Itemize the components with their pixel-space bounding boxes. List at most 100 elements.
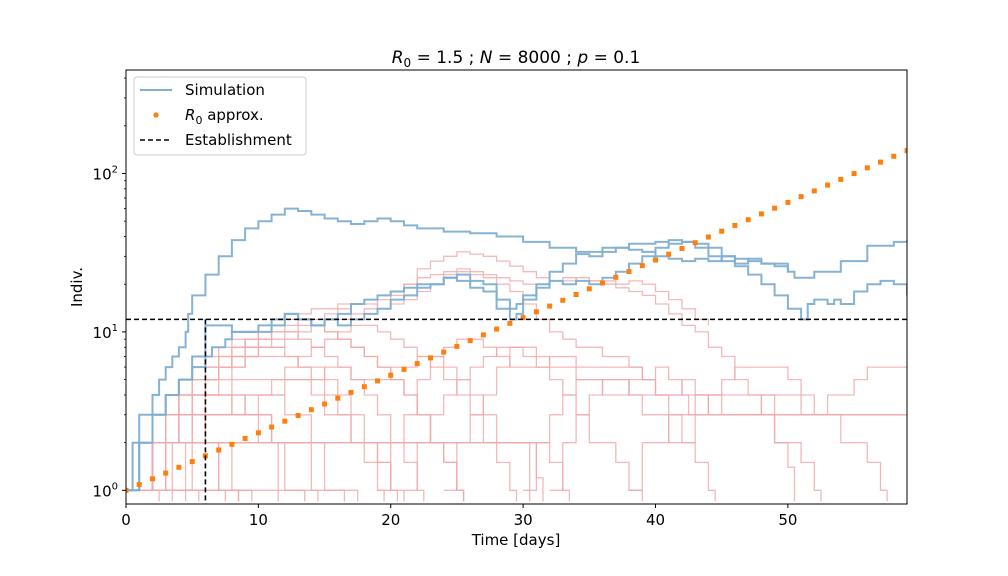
extinct-line-11: [126, 331, 425, 502]
simulation-line-0: [126, 207, 907, 492]
approx-point-9: [242, 436, 248, 441]
y-tick-label-1: 100: [93, 481, 118, 500]
approx-point-30: [520, 315, 526, 321]
approx-point-17: [348, 389, 354, 395]
extinct-line-26: [126, 489, 253, 502]
title-p: p: [576, 48, 588, 68]
approx-point-34: [573, 292, 579, 297]
extinct-line-6: [126, 355, 399, 502]
establishment-layer: [126, 318, 907, 504]
extinct-line-8: [126, 378, 405, 502]
approx-point-44: [705, 234, 711, 240]
approx-point-24: [441, 349, 447, 355]
extinct-line-10: [126, 442, 359, 502]
svg-text:R0 = 1.5 ; N = 8000 ; p = 0.1: R0 = 1.5 ; N = 8000 ; p = 0.1: [392, 48, 641, 70]
approx-point-55: [851, 171, 857, 177]
x-tick-label-30: 30: [514, 511, 533, 529]
extinct-line-31: [523, 378, 907, 491]
approx-point-33: [560, 297, 566, 303]
title-eq3: = 0.1: [588, 48, 640, 68]
extinct-line-34: [443, 346, 643, 502]
approx-point-21: [401, 366, 407, 372]
extinct-line-33: [629, 366, 907, 491]
approx-point-49: [772, 205, 778, 211]
approx-point-12: [282, 418, 288, 424]
approx-point-7: [216, 447, 222, 453]
title-eq2: = 8000 ;: [493, 48, 578, 68]
approx-point-2: [150, 476, 155, 482]
approx-point-22: [414, 361, 420, 367]
approx-point-14: [308, 407, 314, 413]
series-layer: [126, 207, 907, 502]
approx-point-37: [613, 274, 619, 280]
extinct-line-18: [126, 394, 319, 502]
approx-point-4: [176, 464, 182, 470]
approx-point-20: [388, 372, 394, 378]
extinct-line-12: [126, 313, 465, 502]
approx-point-40: [653, 257, 658, 263]
approx-point-46: [732, 222, 738, 228]
legend-approx-rest: approx.: [202, 106, 263, 124]
approx-point-58: [891, 153, 897, 159]
y-tick-label-100: 102: [93, 164, 118, 183]
approx-point-18: [361, 384, 367, 390]
legend-approx-swatch: [153, 112, 159, 118]
approx-point-32: [547, 303, 553, 309]
title-r-sub: 0: [404, 56, 412, 70]
extinct-line-28: [126, 442, 279, 502]
approx-point-23: [428, 355, 433, 361]
approx-point-39: [639, 263, 645, 269]
title-n: N: [480, 48, 493, 68]
approx-point-28: [494, 326, 500, 332]
approx-point-43: [692, 240, 698, 246]
extinct-line-27: [126, 442, 187, 502]
approx-point-36: [600, 280, 605, 286]
approx-point-27: [480, 332, 486, 338]
extinct-line-32: [549, 366, 888, 502]
approx-point-31: [533, 309, 539, 315]
legend-establishment-label: Establishment: [185, 131, 292, 149]
approx-point-41: [666, 251, 672, 257]
legend: Simulation R0 approx. Establishment: [133, 76, 307, 156]
extinct-line-22: [126, 489, 200, 502]
approx-point-15: [322, 401, 328, 407]
title-eq1: = 1.5 ;: [411, 48, 480, 68]
approx-point-16: [335, 395, 341, 401]
approx-point-0: [126, 487, 129, 493]
plot-frame: [125, 69, 908, 505]
x-tick-label-40: 40: [646, 511, 665, 529]
extinct-line-25: [126, 324, 518, 502]
approx-point-50: [785, 199, 791, 205]
extinct-line-9: [126, 394, 531, 502]
approx-point-5: [189, 459, 195, 465]
approx-layer: [126, 148, 907, 493]
approx-point-52: [811, 188, 817, 194]
approx-point-35: [586, 286, 592, 292]
x-axis-label: Time [days]: [471, 531, 561, 549]
y-axis: 100 101 102: [93, 77, 126, 500]
approx-point-47: [745, 217, 751, 223]
y-axis-label: Indiv.: [68, 267, 86, 307]
legend-approx-sub: 0: [195, 114, 202, 127]
extinct-line-15: [126, 442, 240, 502]
approx-point-26: [467, 338, 473, 344]
x-axis: 0 10 20 30 40 50: [121, 504, 797, 529]
simulation-line-2: [126, 246, 789, 492]
approx-point-29: [507, 320, 513, 326]
approx-point-8: [229, 441, 235, 447]
extinct-line-20: [126, 489, 160, 502]
extinct-line-3: [126, 251, 796, 502]
approx-point-3: [163, 470, 169, 476]
approx-point-11: [269, 424, 275, 430]
x-tick-label-50: 50: [778, 511, 797, 529]
approx-point-1: [136, 482, 142, 488]
approx-point-38: [626, 269, 632, 274]
approx-point-25: [454, 343, 460, 349]
approx-point-13: [295, 413, 301, 418]
legend-approx-label: R0 approx.: [185, 106, 264, 127]
approx-point-53: [825, 182, 831, 188]
approx-point-48: [758, 211, 764, 217]
approx-point-54: [838, 176, 844, 182]
approx-point-42: [679, 246, 685, 251]
